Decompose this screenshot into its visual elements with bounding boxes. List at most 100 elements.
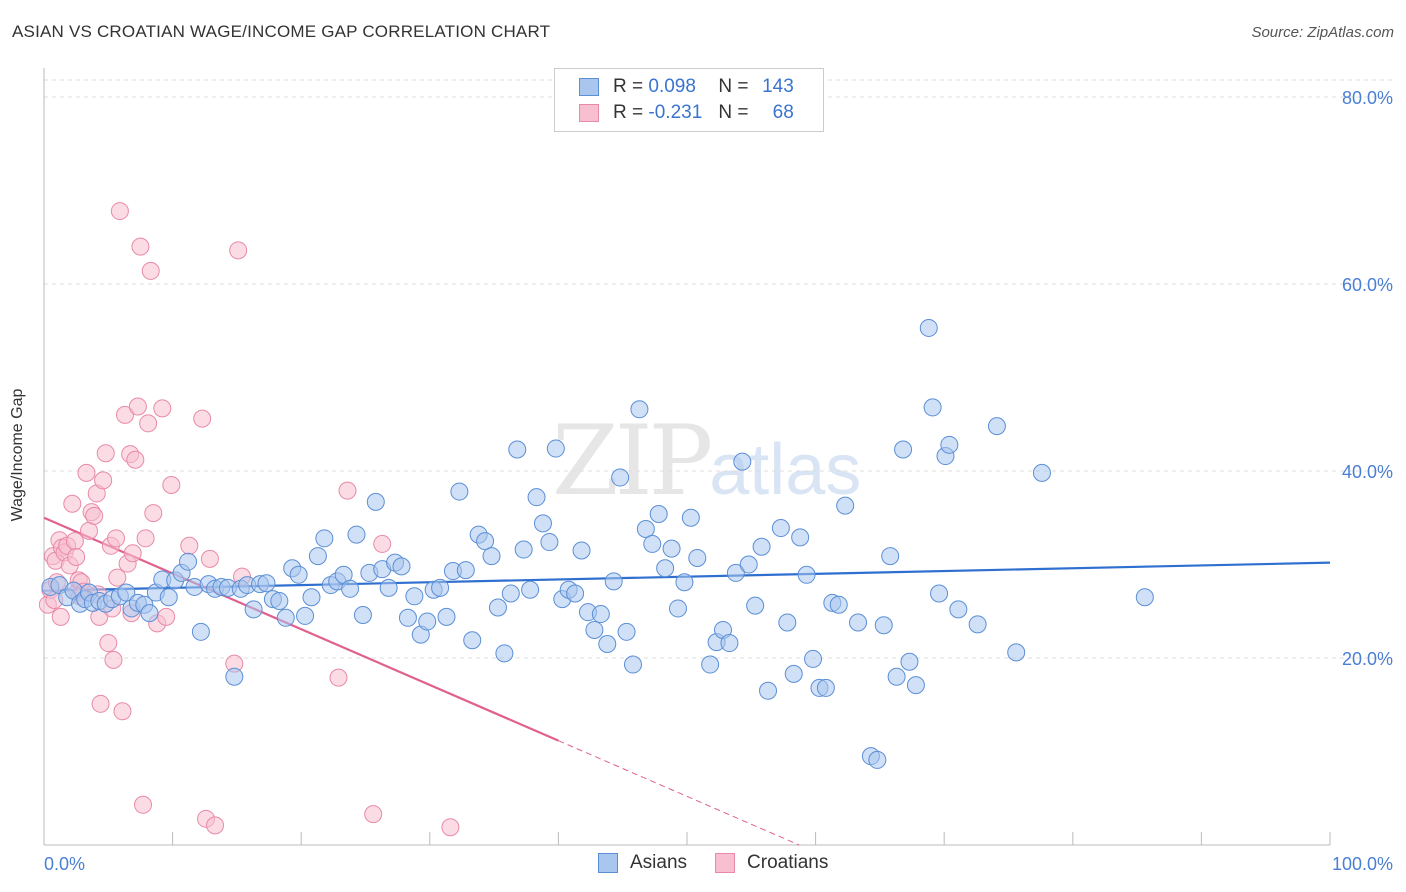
asian-point	[930, 584, 949, 603]
asian-point	[495, 644, 514, 663]
asian-point	[987, 417, 1006, 436]
asian-point	[881, 547, 900, 566]
asian-point	[308, 547, 327, 566]
asian-point	[392, 557, 411, 576]
asian-point	[591, 605, 610, 624]
croatian-point	[85, 506, 104, 525]
asian-point	[347, 525, 366, 544]
croatian-point	[51, 607, 70, 626]
asian-point	[315, 529, 334, 548]
asian-point	[289, 565, 308, 584]
croatian-point	[63, 494, 82, 513]
asian-point	[341, 579, 360, 598]
legend-n-label: N =	[718, 76, 749, 97]
asian-point	[662, 539, 681, 558]
asian-point	[739, 555, 758, 574]
croatian-point	[113, 702, 132, 721]
legend-r-label: R =	[613, 76, 644, 97]
asian-point	[463, 631, 482, 650]
croatian-point	[441, 818, 460, 837]
watermark-atlas: atlas	[709, 430, 862, 510]
asian-point	[778, 613, 797, 632]
croatians-legend-swatch	[715, 853, 736, 873]
asian-point	[1135, 588, 1154, 607]
croatian-point	[77, 463, 96, 482]
legend-n-value: 143	[762, 76, 794, 97]
croatian-point	[104, 650, 123, 669]
croatians-legend-label: Croatians	[747, 852, 829, 873]
asian-point	[456, 561, 475, 580]
croatian-point	[94, 471, 113, 490]
croatian-point	[141, 261, 160, 280]
asian-point	[701, 655, 720, 674]
croatian-point	[67, 548, 86, 567]
croatian-point	[162, 476, 181, 495]
legend-n-value: 68	[772, 102, 794, 123]
asian-point	[533, 514, 552, 533]
chart-title: ASIAN VS CROATIAN WAGE/INCOME GAP CORREL…	[12, 22, 551, 41]
croatian-point	[206, 816, 225, 835]
asian-point	[720, 634, 739, 653]
x-tick-label-min: 0.0%	[44, 854, 85, 874]
asian-point	[968, 615, 987, 634]
croatian-point	[123, 544, 142, 563]
croatian-point	[134, 795, 153, 814]
croatian-point	[126, 450, 145, 469]
source-credit: Source: ZipAtlas.com	[1251, 24, 1394, 41]
asian-point	[636, 519, 655, 538]
croatian-point	[157, 607, 176, 626]
asian-point	[140, 604, 159, 623]
asian-point	[482, 547, 501, 566]
asian-point	[302, 588, 321, 607]
asian-point	[353, 605, 372, 624]
asian-point	[514, 540, 533, 559]
asian-point	[726, 563, 745, 582]
asian-point	[276, 608, 295, 627]
asian-point	[816, 678, 835, 697]
asian-point	[829, 595, 848, 614]
correlation-legend: R = 0.098 N = 143 R = -0.231 N = 68	[554, 68, 824, 132]
asians-legend-label: Asians	[630, 852, 688, 873]
asian-point	[476, 532, 495, 551]
croatian-point	[373, 534, 392, 553]
croatian-point	[99, 634, 118, 653]
asian-point	[418, 612, 437, 631]
asian-point	[501, 584, 520, 603]
croatian-point	[65, 532, 84, 551]
asian-point	[849, 613, 868, 632]
asian-point	[508, 440, 527, 459]
asian-point	[894, 440, 913, 459]
asian-point	[450, 482, 469, 501]
series-legend: Asians Croatians	[598, 852, 856, 874]
asian-point	[572, 541, 591, 560]
asian-point	[566, 584, 585, 603]
croatian-point	[193, 409, 212, 428]
asian-point	[675, 573, 694, 592]
asian-point	[797, 565, 816, 584]
asian-point	[257, 574, 276, 593]
asian-point	[733, 452, 752, 471]
legend-item-croatians[interactable]: Croatians	[715, 852, 828, 874]
legend-r-label: R =	[613, 102, 644, 123]
asian-point	[791, 528, 810, 547]
legend-r-value: 0.098	[648, 76, 696, 97]
asian-point	[887, 667, 906, 686]
asian-point	[668, 599, 687, 618]
croatian-point	[91, 694, 110, 713]
asian-point	[270, 591, 289, 610]
asian-point	[225, 667, 244, 686]
asian-point	[546, 439, 565, 458]
asian-point	[784, 664, 803, 683]
asian-point	[900, 652, 919, 671]
croatian-point	[329, 668, 348, 687]
legend-item-asians[interactable]: Asians	[598, 852, 687, 874]
asians-swatch	[579, 78, 599, 96]
asian-point	[752, 537, 771, 556]
asian-point	[437, 607, 456, 626]
asian-point	[617, 622, 636, 641]
asians-points	[41, 318, 1154, 769]
y-tick-label: 60.0%	[1342, 275, 1393, 295]
croatian-point	[116, 405, 135, 424]
asian-point	[949, 600, 968, 619]
